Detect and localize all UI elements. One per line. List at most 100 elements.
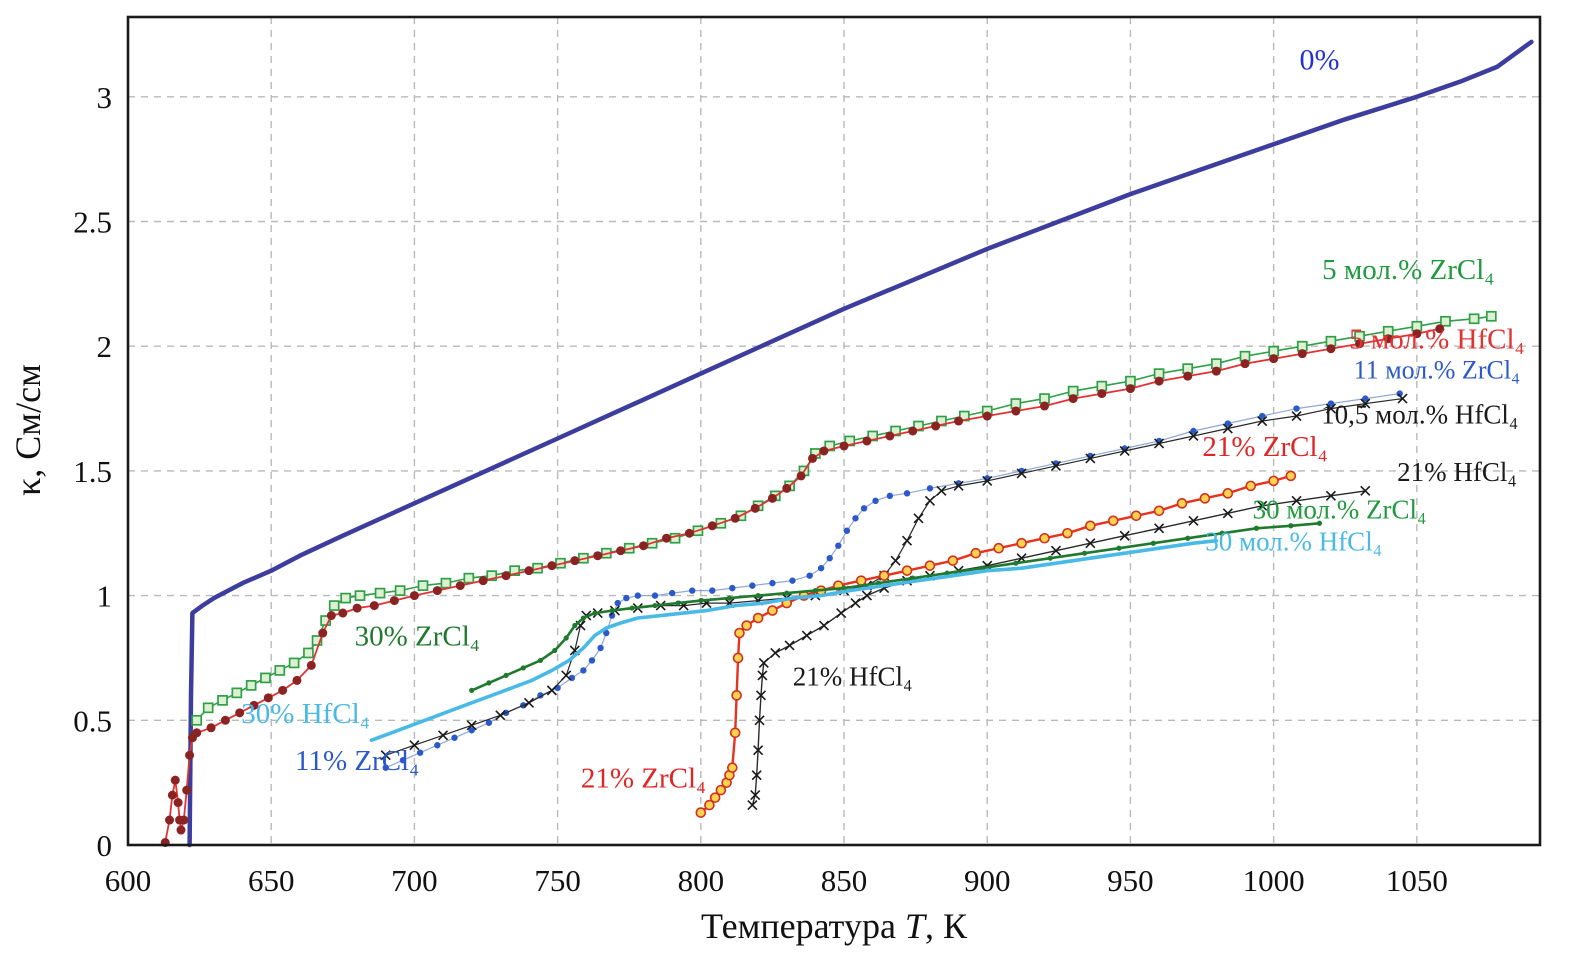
marker-x: [1154, 523, 1165, 534]
x-axis-title: Температура T, К: [701, 906, 968, 946]
marker-square: [320, 615, 331, 626]
marker-x: [836, 607, 847, 619]
marker-x: [466, 720, 477, 731]
series-label: 21% ZrCl₄: [581, 763, 706, 795]
marker-circle: [434, 742, 441, 749]
marker-x: [890, 555, 901, 566]
marker-ring: [1245, 480, 1257, 492]
marker-circle: [614, 599, 621, 607]
marker-circle: [455, 581, 465, 591]
marker-x: [924, 495, 936, 506]
marker-x: [1222, 423, 1233, 434]
series-label: 11 мол.% ZrCl₄: [1354, 356, 1520, 385]
marker-x: [936, 485, 947, 496]
marker-circle: [179, 815, 189, 825]
marker-circle: [841, 585, 847, 591]
plot-border: [126, 15, 1542, 847]
marker-circle: [468, 727, 475, 734]
marker-ring: [1153, 505, 1165, 517]
marker-circle: [173, 798, 183, 808]
marker-x: [754, 715, 765, 726]
marker-circle: [580, 615, 586, 621]
marker-x: [850, 598, 861, 609]
marker-circle: [1047, 555, 1053, 561]
marker-ring: [901, 565, 913, 576]
marker-circle: [1097, 389, 1107, 399]
series-label: 21% HfCl₄: [1397, 457, 1517, 487]
marker-circle: [572, 622, 578, 629]
marker-circle: [278, 685, 288, 695]
marker-circle: [306, 660, 316, 670]
marker-ring: [1016, 537, 1027, 549]
marker-ring: [732, 652, 744, 664]
marker-circle: [486, 680, 492, 686]
marker-x: [784, 640, 795, 651]
marker-x: [523, 697, 535, 708]
marker-circle: [469, 687, 475, 693]
marker-circle: [352, 603, 362, 613]
marker-square: [440, 577, 452, 589]
marker-x: [861, 590, 873, 601]
marker-circle: [409, 591, 419, 601]
marker-x: [757, 670, 768, 681]
marker-x: [818, 620, 830, 631]
marker-circle: [369, 601, 379, 611]
marker-circle: [206, 723, 216, 733]
marker-circle: [537, 657, 544, 664]
marker-circle: [1383, 334, 1393, 344]
x-axis-title-suffix: , К: [925, 906, 968, 946]
marker-x: [1016, 468, 1027, 479]
marker-circle: [819, 446, 829, 456]
x-tick-label: 750: [534, 863, 581, 898]
marker-circle: [908, 426, 918, 436]
marker-circle: [903, 490, 911, 497]
marker-circle: [1068, 394, 1078, 404]
marker-x: [758, 657, 769, 669]
marker-circle: [547, 561, 557, 571]
marker-x: [1222, 508, 1233, 519]
x-tick-label: 800: [678, 863, 725, 898]
series-label: 30% ZrCl₄: [355, 620, 480, 652]
marker-circle: [623, 594, 630, 602]
marker-ring: [970, 547, 982, 559]
marker-circle: [1258, 412, 1266, 420]
marker-circle: [1240, 359, 1250, 369]
marker-circle: [616, 546, 626, 556]
marker-x: [1188, 430, 1199, 442]
y-tick-label: 2: [97, 329, 113, 364]
marker-circle: [1327, 400, 1335, 407]
marker-square: [340, 592, 352, 604]
x-tick-label: 950: [1107, 863, 1154, 898]
marker-circle: [689, 587, 696, 594]
marker-x: [901, 535, 913, 546]
marker-circle: [318, 628, 328, 638]
marker-circle: [978, 565, 985, 571]
marker-circle: [485, 719, 493, 726]
series-label: 21% ZrCl₄: [1202, 431, 1327, 463]
y-tick-label: 0: [97, 828, 113, 863]
marker-x: [753, 745, 764, 756]
marker-circle: [338, 608, 348, 618]
marker-circle: [1040, 401, 1050, 411]
marker-ring: [729, 727, 741, 739]
marker-circle: [808, 453, 818, 463]
marker-circle: [755, 593, 761, 599]
marker-ring: [924, 560, 936, 571]
marker-ring: [1199, 493, 1211, 504]
marker-square: [374, 587, 386, 599]
marker-circle: [1326, 344, 1336, 354]
series-label: 11% ZrCl₄: [295, 745, 419, 777]
marker-x: [751, 770, 762, 781]
marker-circle: [1253, 525, 1260, 531]
marker-ring: [1039, 532, 1050, 544]
marker-square: [486, 570, 498, 582]
marker-circle: [185, 750, 195, 760]
marker-circle: [1116, 545, 1122, 551]
marker-circle: [176, 825, 186, 835]
marker-square: [354, 590, 366, 601]
marker-ring: [1107, 515, 1119, 527]
marker-circle: [634, 592, 642, 599]
marker-ring: [1285, 470, 1297, 482]
series-line-hf5: [164, 327, 1441, 844]
marker-circle: [1412, 329, 1422, 339]
